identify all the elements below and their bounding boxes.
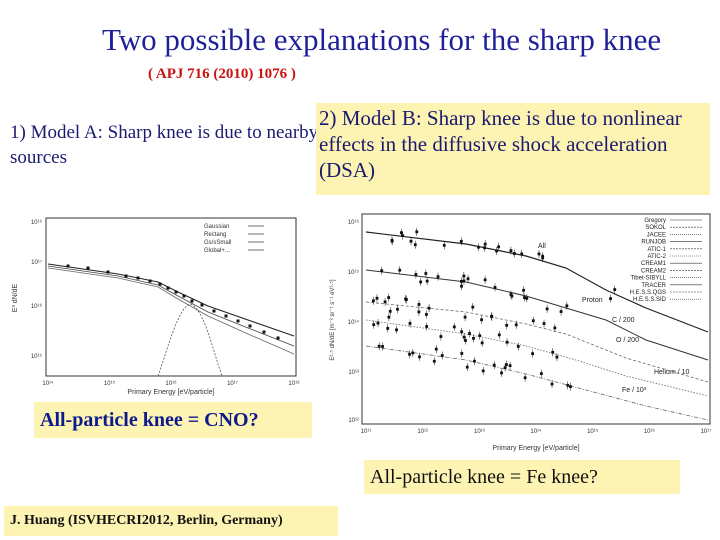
plot-a-data-point xyxy=(182,294,186,298)
plot-a-data-point xyxy=(174,290,178,294)
plot-b-cno-curve xyxy=(365,319,709,397)
plot-b-legend-entry: H.E.S.S.QGS xyxy=(630,290,666,296)
plot-b-xlabel: Primary Energy [eV/particle] xyxy=(492,445,579,452)
plot-b-ytick: 10¹³ xyxy=(348,370,359,376)
plot-a-data-point xyxy=(224,314,228,318)
plot-b-legend-entry: CREAM2 xyxy=(641,268,667,274)
plot-a-ytick: 10¹⁷ xyxy=(31,259,42,266)
plot-b-xtick: 10¹³ xyxy=(474,429,485,435)
plot-b-helium-curve xyxy=(365,301,709,383)
model-b-text: 2) Model B: Sharp knee is due to nonline… xyxy=(316,103,710,195)
plot-b-legend-entry: ATIC-2 xyxy=(647,254,666,260)
plot-b-legend-entry: ATIC-1 xyxy=(647,247,666,253)
plot-b-ytick: 10¹⁵ xyxy=(348,269,360,276)
plot-a-ytick: 10¹⁶ xyxy=(31,219,43,226)
slide-title: Two possible explanations for the sharp … xyxy=(102,22,662,57)
plot-a-data-point xyxy=(200,303,204,307)
plot-b-curve-label: Helium / 10 xyxy=(654,369,690,376)
plot-a-data-point xyxy=(66,264,70,268)
plot-a-ylabel: E³ dN/dE xyxy=(12,283,19,312)
plot-a-xlabel: Primary Energy [eV/particle] xyxy=(127,389,214,396)
plot-a-data-point xyxy=(158,282,162,286)
plot-a-data-point xyxy=(248,324,252,328)
plot-a-legend-entry: Gs/sSmall xyxy=(204,240,231,246)
plot-b-fe-curve xyxy=(365,345,709,421)
plot-b-xtick: 10¹⁴ xyxy=(530,428,542,435)
plot-b-xtick: 10¹⁷ xyxy=(701,428,712,435)
plot-a-legend-entry: Global+... xyxy=(204,248,230,254)
plot-a-data-point xyxy=(124,274,128,278)
plot-b-legend-entry: JACEE xyxy=(647,232,666,238)
plot-b-ytick: 10¹⁴ xyxy=(348,319,360,326)
plot-a-xtick: 10¹⁴ xyxy=(42,380,54,387)
plot-a-ytick: 10¹⁶ xyxy=(31,303,43,310)
plot-a-xtick: 10¹⁵ xyxy=(104,380,116,387)
plot-b-legend-entry: TRACER xyxy=(641,283,666,289)
plot-a-curve-1 xyxy=(47,263,295,337)
plot-a-legend-entry: Gaussian xyxy=(204,224,229,230)
plot-b: 10¹⁶ 10¹⁵ 10¹⁴ 10¹³ 10¹² 10¹¹ 10¹² 10¹³ 10¹⁴ 10¹… xyxy=(326,210,716,458)
caption-b: All-particle knee = Fe knee? xyxy=(364,460,680,494)
plot-b-xtick: 10¹² xyxy=(417,429,428,435)
plot-a-data-point xyxy=(86,266,90,270)
plot-b-curve-label: C / 200 xyxy=(612,317,635,324)
plot-a-curve-3 xyxy=(47,267,295,355)
plot-b-ytick: 10¹² xyxy=(348,418,359,424)
plot-b-ylabel: E²·⁵ dN/dE [m⁻² sr⁻¹ s⁻¹ eV¹·⁵] xyxy=(329,279,336,360)
plot-a-data-point xyxy=(276,336,280,340)
plot-b-legend-entry: Tibet-SIBYLL xyxy=(631,276,667,282)
plot-b-legend-entry: RUNJOB xyxy=(641,240,666,246)
plot-a-data-point xyxy=(166,286,170,290)
plot-b-xtick: 10¹¹ xyxy=(361,429,372,435)
plot-b-curve-label: All xyxy=(538,243,546,250)
plot-a: 10¹⁶ 10¹⁷ 10¹⁶ 10¹⁵ 10¹⁴ 10¹⁵ 10¹⁶ 10¹⁷ 10¹⁸ Pr… xyxy=(8,208,304,400)
plot-b-curve-label: Proton xyxy=(582,297,603,304)
plot-a-xtick: 10¹⁸ xyxy=(288,380,300,387)
model-a-text: 1) Model A: Sharp knee is due to nearby … xyxy=(10,122,319,168)
plot-a-data-point xyxy=(262,330,266,334)
plot-a-ytick: 10¹⁵ xyxy=(31,353,43,360)
caption-a: All-particle knee = CNO? xyxy=(34,402,312,438)
plot-a-data-point xyxy=(212,309,216,313)
plot-a-xtick: 10¹⁷ xyxy=(227,380,238,387)
plot-a-data-point xyxy=(136,276,140,280)
plot-a-data-point xyxy=(190,299,194,303)
plot-b-all-curve xyxy=(365,231,709,333)
plot-b-curve-label: Fe / 10³ xyxy=(622,387,647,394)
plot-b-legend-entry: H.E.S.S.SID xyxy=(633,297,667,303)
plot-b-xtick: 10¹⁵ xyxy=(587,428,599,435)
plot-a-svg: 10¹⁶ 10¹⁷ 10¹⁶ 10¹⁵ 10¹⁴ 10¹⁵ 10¹⁶ 10¹⁷ 10¹⁸ Pr… xyxy=(12,217,300,396)
plot-b-curve-label: O / 200 xyxy=(616,337,639,344)
plot-a-source-bump xyxy=(157,303,223,377)
plot-a-data-point xyxy=(106,270,110,274)
plot-b-ytick: 10¹⁶ xyxy=(348,219,360,226)
plot-a-legend-entry: Rectang xyxy=(204,232,226,238)
plot-b-proton-curve xyxy=(365,269,709,361)
plot-a-curve-2 xyxy=(47,265,295,347)
citation: ( APJ 716 (2010) 1076 ) xyxy=(148,66,296,82)
plot-b-legend-entry: CREAM1 xyxy=(641,261,667,267)
plot-b-frame xyxy=(361,213,711,425)
plot-a-frame xyxy=(45,217,297,377)
plot-b-legend-entry: SOKOL xyxy=(645,225,666,231)
plot-b-legend-entry: Gregory xyxy=(644,218,666,224)
author-credit: J. Huang (ISVHECRI2012, Berlin, Germany) xyxy=(4,506,338,536)
plot-a-data-point xyxy=(236,319,240,323)
plot-b-xtick: 10¹⁶ xyxy=(644,428,656,435)
plot-a-data-point xyxy=(148,279,152,283)
plot-a-xtick: 10¹⁶ xyxy=(165,380,177,387)
